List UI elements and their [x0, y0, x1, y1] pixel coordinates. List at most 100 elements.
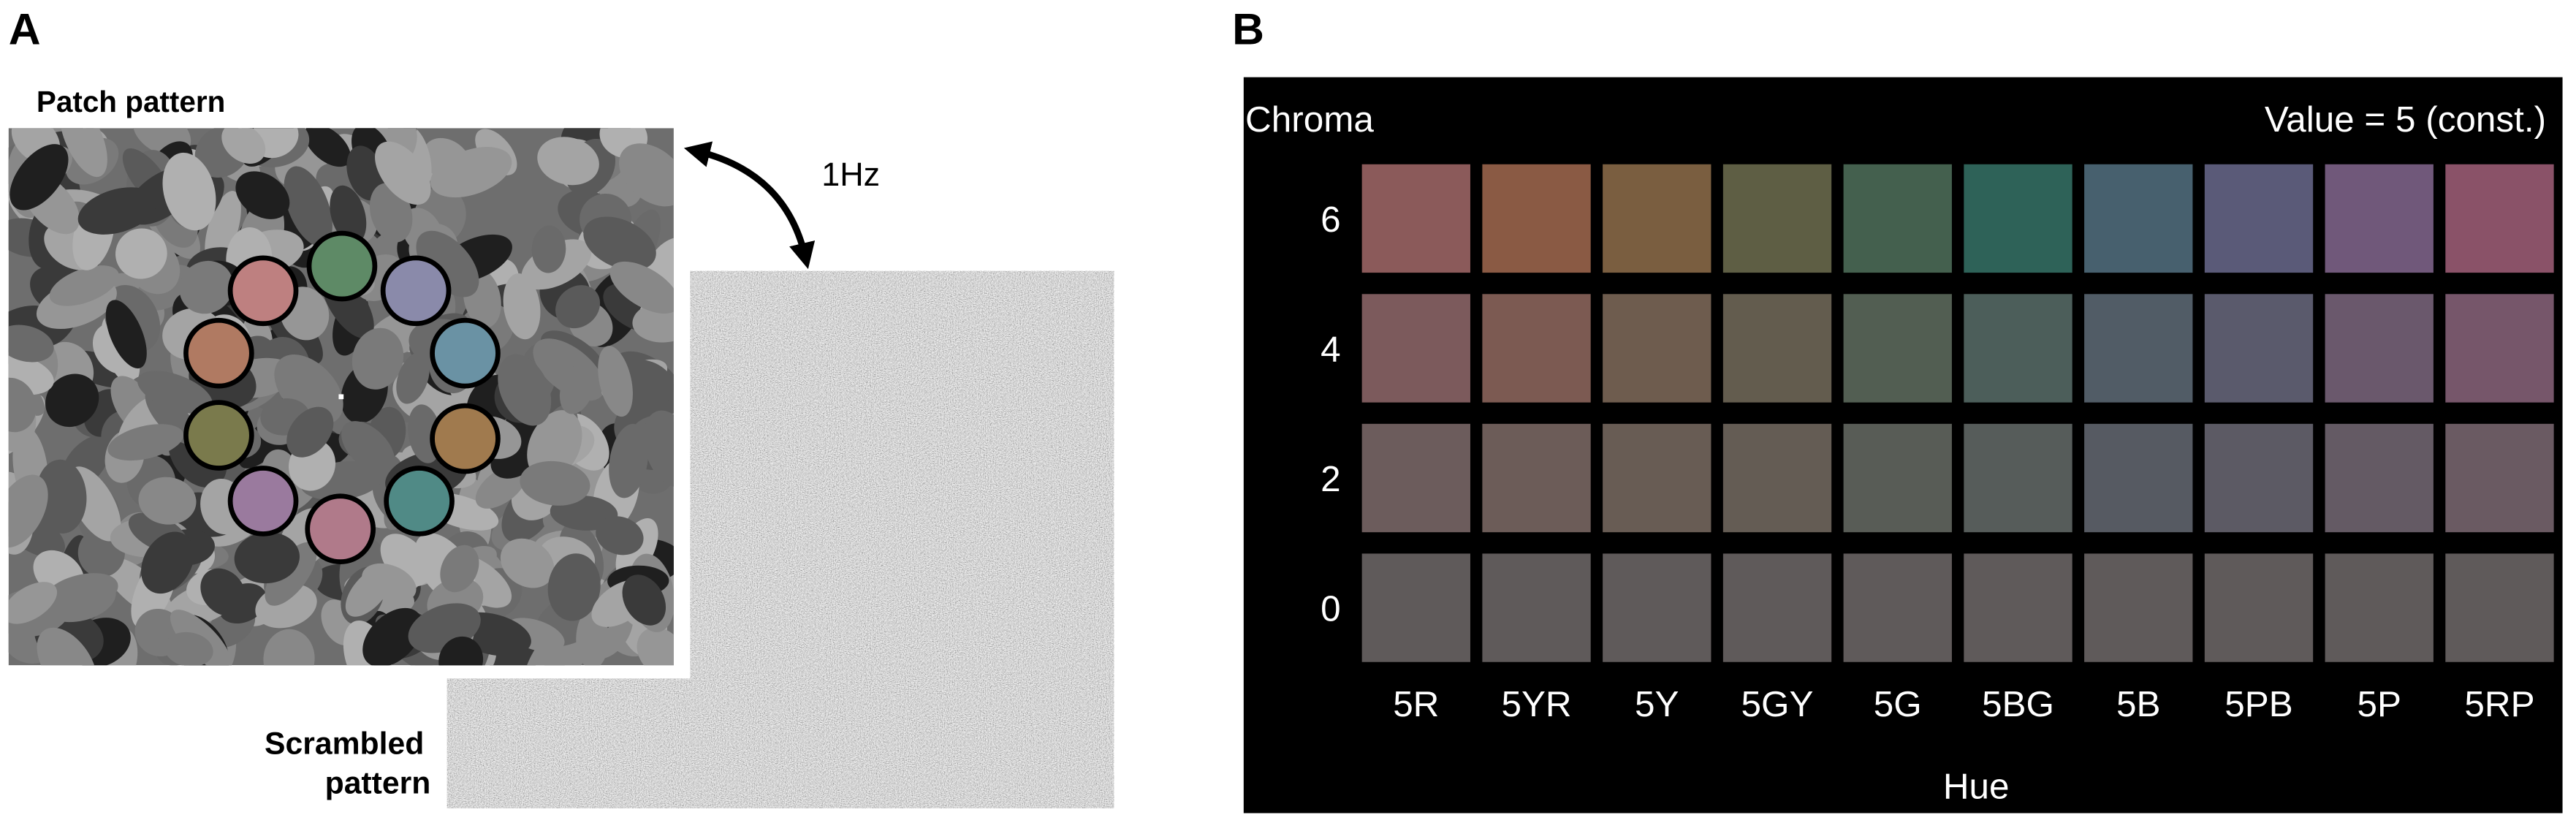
alternation-arrow	[683, 141, 816, 270]
patch-ellipse	[396, 352, 430, 404]
fixation-point	[338, 394, 344, 400]
patch-ellipse	[235, 171, 290, 219]
patch-ellipse	[141, 531, 194, 594]
patch-ellipse	[330, 185, 367, 244]
patch-ellipse	[341, 421, 395, 474]
swatch	[1482, 164, 1591, 273]
swatch	[1482, 553, 1591, 662]
patch-ellipse	[137, 371, 213, 414]
swatch	[2084, 164, 2193, 273]
patch-ellipse	[115, 228, 167, 279]
swatch	[1482, 294, 1591, 403]
patch-ellipse	[438, 636, 484, 666]
swatch	[1964, 294, 2072, 403]
hue-label: 5YR	[1501, 684, 1571, 724]
swatch	[2325, 294, 2433, 403]
swatch	[1843, 553, 1952, 662]
swatch	[1843, 164, 1952, 273]
swatch	[1843, 423, 1952, 533]
patch-ellipse	[138, 477, 197, 525]
color-patch	[227, 466, 299, 536]
patch-ellipse	[107, 424, 184, 461]
patch-ellipse	[8, 325, 54, 363]
patch-ellipse	[520, 460, 590, 506]
patch-image	[8, 128, 674, 666]
patch-ellipse	[8, 351, 54, 395]
color-patch	[183, 317, 254, 389]
patch-ellipse	[8, 474, 48, 548]
patch-ellipse	[205, 191, 241, 267]
hue-label: 5P	[2357, 684, 2401, 724]
hue-label: 5BG	[1982, 684, 2054, 724]
patch-ellipse	[583, 216, 656, 271]
patch-ellipse	[555, 285, 601, 329]
patch-title: Patch pattern	[37, 85, 225, 118]
swatch	[2204, 423, 2314, 533]
patch-ellipse	[503, 273, 541, 340]
swatch	[1361, 164, 1470, 273]
color-patch	[306, 230, 378, 302]
patch-ellipse	[362, 607, 423, 666]
hue-label: 5Y	[1635, 684, 1679, 724]
patch-ellipse	[609, 423, 649, 498]
swatch	[2084, 294, 2193, 403]
swatch	[1722, 164, 1832, 273]
panel-label: A	[9, 4, 41, 54]
frequency-label: 1Hz	[821, 156, 880, 193]
patch-ellipse	[531, 225, 566, 273]
chroma-label: 4	[1321, 329, 1341, 369]
swatch	[1361, 294, 1470, 403]
patch-ellipse	[632, 301, 674, 343]
patch-ellipse	[559, 363, 594, 414]
swatch	[2084, 553, 2193, 662]
patch-ellipse	[284, 166, 333, 247]
swatch	[2445, 294, 2554, 403]
patch-ellipse	[609, 261, 674, 314]
swatch	[1964, 423, 2072, 533]
patch-ellipse	[643, 410, 674, 488]
patch-ellipse	[346, 145, 385, 201]
swatch	[1843, 294, 1952, 403]
swatch	[2204, 553, 2314, 662]
patch-ellipse	[45, 373, 99, 428]
panel-label: B	[1232, 4, 1264, 54]
color-patch	[380, 255, 452, 327]
patch-ellipse	[362, 563, 417, 603]
patch-ellipse	[10, 144, 69, 211]
hue-label: 5PB	[2224, 684, 2292, 724]
swatch	[1603, 553, 1711, 662]
swatch	[2325, 423, 2433, 533]
patch-ellipse	[234, 532, 300, 584]
constant-note: Value = 5 (const.)	[2265, 99, 2546, 140]
patch-ellipse	[77, 187, 157, 235]
chroma-label: 2	[1321, 459, 1341, 499]
patch-ellipse	[440, 545, 479, 593]
patch-ellipse	[430, 147, 512, 198]
swatch	[1361, 423, 1470, 533]
chroma-label: 0	[1321, 589, 1341, 629]
patch-ellipse	[179, 260, 234, 314]
swatch	[2325, 164, 2433, 273]
patch-ellipse	[286, 406, 334, 458]
patch-ellipse	[36, 459, 87, 534]
patch-ellipse	[537, 137, 599, 186]
patch-ellipse	[304, 128, 352, 167]
swatch	[1603, 423, 1711, 533]
column-axis-title: Hue	[1943, 766, 2010, 806]
patch-ellipse	[8, 377, 37, 433]
hue-label: 5RP	[2464, 684, 2534, 724]
color-patch	[305, 493, 376, 565]
swatch	[2084, 423, 2193, 533]
patch-ellipse	[598, 346, 633, 417]
color-patch	[430, 403, 501, 474]
row-axis-title: Chroma	[1245, 99, 1374, 140]
patch-ellipse	[352, 327, 404, 390]
patch-ellipse	[59, 128, 107, 178]
patch-ellipse	[498, 354, 552, 426]
swatch	[1722, 423, 1832, 533]
color-patch	[227, 255, 299, 327]
swatch	[2204, 164, 2314, 273]
patch-ellipse	[8, 582, 58, 624]
